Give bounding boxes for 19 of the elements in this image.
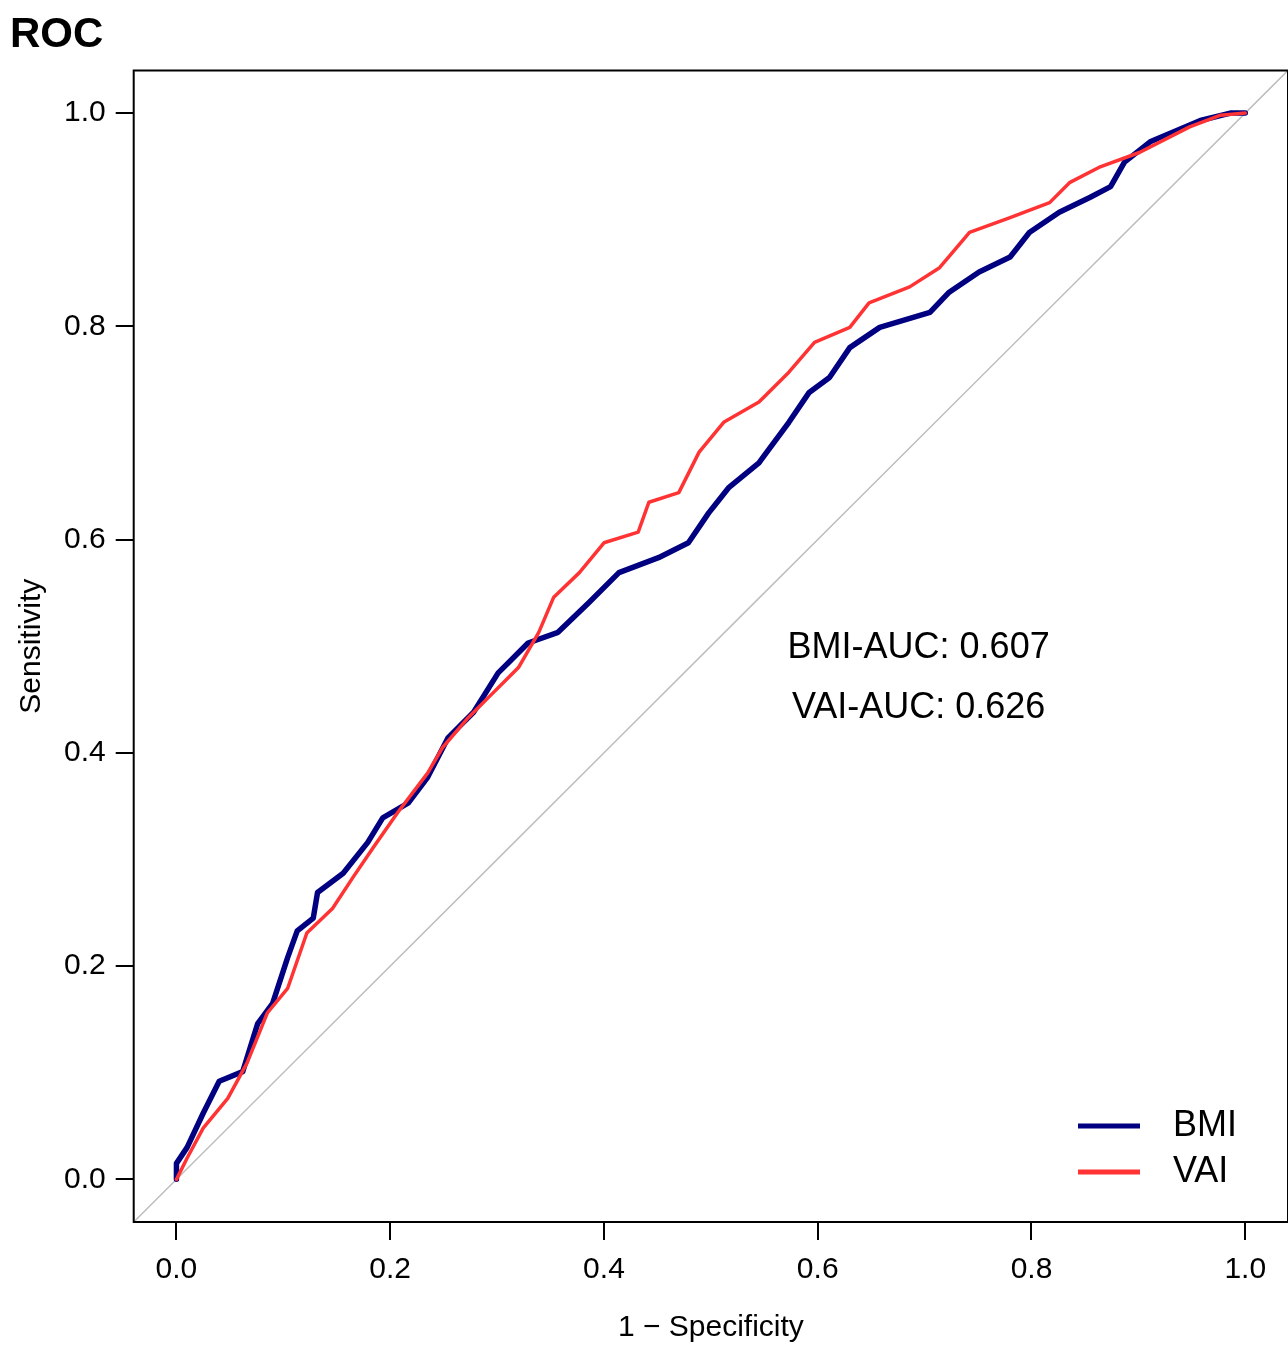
x-tick-label: 0.2 [369,1251,412,1285]
y-tick-label: 1.0 [63,94,106,128]
y-tick-label: 0.6 [63,520,106,554]
x-tick-label: 0.4 [583,1251,625,1285]
x-tick-label: 0.0 [155,1251,198,1285]
annotation: VAI-AUC: 0.626 [791,684,1046,726]
legend-label: BMI [1173,1102,1238,1144]
chart-title: ROC [10,8,104,56]
y-tick-label: 0.4 [63,734,106,768]
y-axis-title: Sensitivity [13,578,47,714]
y-tick-label: 0.8 [63,307,106,341]
y-tick-label: 0.2 [63,947,106,981]
legend-label: VAI [1173,1148,1229,1190]
y-tick-label: 0.0 [63,1160,106,1194]
x-tick-label: 0.8 [1010,1251,1053,1285]
x-axis-title: 1 − Specificity [617,1309,804,1343]
annotation: BMI-AUC: 0.607 [787,624,1050,666]
x-tick-label: 0.6 [796,1251,839,1285]
x-tick-label: 1.0 [1224,1251,1267,1285]
